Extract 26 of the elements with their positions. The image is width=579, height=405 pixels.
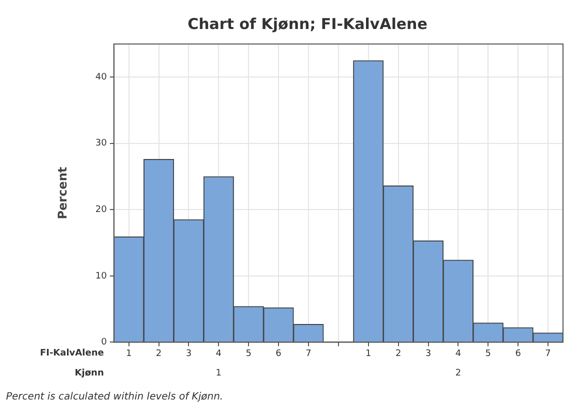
y-tick-label: 20: [95, 205, 108, 216]
y-tick-label: 10: [95, 271, 108, 282]
x-tick-label: 5: [246, 348, 252, 359]
x-axis-title: FI-KalvAlene: [40, 348, 104, 359]
text: Percent is calculated within levels of Kjønn.: [6, 392, 224, 403]
x-tick-label: 7: [306, 348, 312, 359]
text: 1: [216, 368, 222, 379]
x-tick-label: 4: [216, 348, 222, 359]
x-tick-label: 2: [395, 348, 402, 359]
x-tick-label: 3: [186, 348, 192, 359]
y-tick-label: 30: [95, 138, 108, 149]
x-tick-label: 3: [425, 348, 432, 359]
y-axis-title: Percent: [55, 166, 70, 220]
x-tick-label: 4: [455, 348, 462, 359]
x-tick-label: 2: [156, 348, 162, 359]
chart-title: Chart of Kjønn; FI-KalvAlene: [188, 14, 428, 33]
x-tick-label: 6: [515, 348, 522, 359]
x-tick-label: 1: [366, 348, 372, 359]
x-tick-label: 5: [485, 348, 492, 359]
x-tick-label: 6: [276, 348, 282, 359]
y-tick-label: 0: [101, 338, 108, 348]
text: Kjønn: [74, 368, 104, 379]
text: 2: [455, 368, 462, 379]
x-tick-label: 1: [126, 348, 132, 359]
x-tick-label: 7: [545, 348, 551, 359]
y-tick-label: 40: [95, 72, 108, 82]
